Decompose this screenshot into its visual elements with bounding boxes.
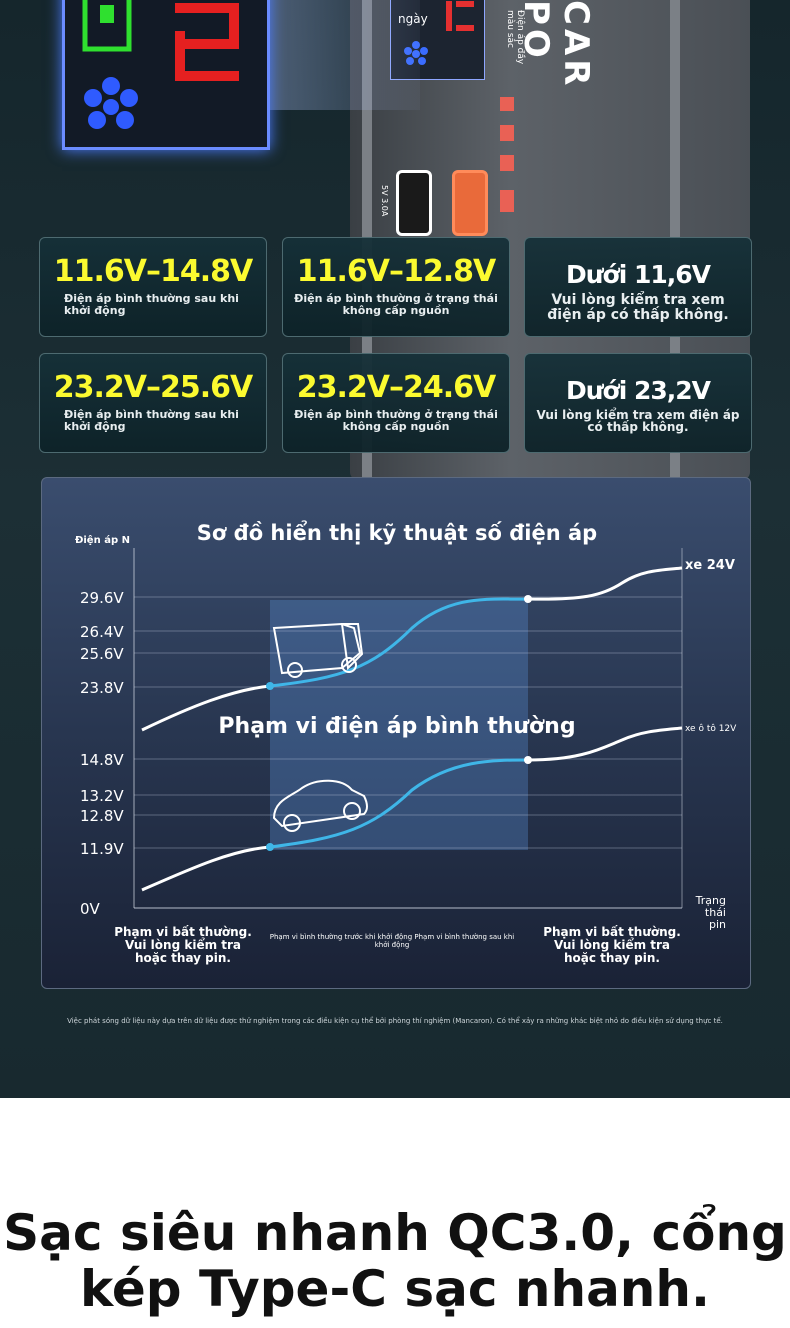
device-brand-text: CAR PO bbox=[516, 0, 596, 90]
main-lcd-screen bbox=[62, 0, 270, 150]
data-point bbox=[266, 682, 274, 690]
y-tick-label: 23.8V bbox=[80, 679, 124, 697]
series-12v-low bbox=[141, 845, 271, 892]
normal-range-label: Phạm vi điện áp bình thường bbox=[218, 714, 575, 739]
spec-box-24v-low: Dưới 23,2V Vui lòng kiểm tra xem điện áp… bbox=[524, 353, 752, 453]
spec-range: 11.6V–12.8V bbox=[296, 254, 496, 289]
y-tick-label: 13.2V bbox=[80, 787, 124, 805]
spec-box-24v-running: 23.2V–25.6V Điện áp bình thường sau khi … bbox=[39, 353, 267, 453]
spec-range: 11.6V–14.8V bbox=[53, 254, 253, 289]
indicator-mark bbox=[500, 190, 514, 212]
headline-line-2: kép Type-C sạc nhanh. bbox=[79, 1260, 710, 1318]
bottom-label-left: Vui lòng kiểm tra bbox=[125, 937, 241, 952]
light-beam bbox=[270, 0, 420, 110]
spec-desc: Điện áp bình thường sau khi khởi động bbox=[64, 408, 239, 433]
small-lcd-screen bbox=[390, 0, 485, 80]
device-side-text: Điện áp đầy màu sắc bbox=[505, 10, 525, 65]
series-label-24v: xe 24V bbox=[685, 558, 735, 573]
data-point bbox=[524, 595, 532, 603]
y-tick-label: 29.6V bbox=[80, 589, 124, 607]
qc-usb-port bbox=[452, 170, 488, 236]
y-axis-label: Điện áp N bbox=[75, 534, 130, 546]
x-axis-label: pin bbox=[709, 918, 726, 931]
y-tick-label: 0V bbox=[80, 900, 101, 918]
series-12v-normal bbox=[269, 758, 529, 849]
truck-icon bbox=[272, 622, 364, 678]
data-point bbox=[524, 756, 532, 764]
y-tick-label: 25.6V bbox=[80, 645, 124, 663]
spec-desc: Điện áp bình thường sau khi khởi động bbox=[64, 292, 239, 317]
spec-desc: Vui lòng kiểm tra xem điện áp có thấp kh… bbox=[547, 292, 729, 323]
voltage-chart-svg: 29.6V 26.4V 25.6V 23.8V 14.8V 13.2V 12.8V 11.9V… bbox=[75, 520, 737, 965]
usb-port bbox=[396, 170, 432, 236]
fan-icon bbox=[84, 77, 138, 129]
indicator-mark bbox=[500, 125, 514, 141]
fan-icon bbox=[404, 41, 428, 65]
spec-range: 23.2V–25.6V bbox=[53, 370, 253, 405]
spec-desc: Vui lòng kiểm tra xem điện áp có thấp kh… bbox=[536, 408, 740, 434]
y-tick-label: 14.8V bbox=[80, 751, 124, 769]
bottom-label-middle: Phạm vi bình thường trước khi khởi động … bbox=[270, 933, 515, 941]
chart-title: Sơ đồ hiển thị kỹ thuật số điện áp bbox=[197, 520, 597, 545]
spec-box-12v-low: Dưới 11,6V Vui lòng kiểm tra xem điện áp… bbox=[524, 237, 752, 337]
hero-section: CAR PO Điện áp đầy màu sắc ngày bbox=[0, 0, 790, 1098]
headline: Sạc siêu nhanh QC3.0, cổng kép Type-C sạ… bbox=[0, 1205, 790, 1317]
y-tick-label: 12.8V bbox=[80, 807, 124, 825]
voltage-chart: 29.6V 26.4V 25.6V 23.8V 14.8V 13.2V 12.8V 11.9V… bbox=[41, 477, 751, 989]
spec-desc: Điện áp bình thường ở trạng thái không c… bbox=[294, 292, 498, 317]
series-24v-normal bbox=[269, 597, 529, 688]
spec-range: 23.2V–24.6V bbox=[296, 370, 496, 405]
bottom-label-left: hoặc thay pin. bbox=[135, 951, 231, 965]
spec-range: Dưới 11,6V bbox=[565, 260, 711, 289]
x-axis-label: thái bbox=[705, 906, 726, 919]
usb-port-label: 5V 3.0A bbox=[380, 185, 389, 217]
spec-box-12v-idle: 11.6V–12.8V Điện áp bình thường ở trạng … bbox=[282, 237, 510, 337]
bottom-label-left: Phạm vi bất thường. bbox=[114, 925, 252, 939]
series-24v-low bbox=[141, 684, 271, 732]
bottom-label-middle: khởi động bbox=[375, 941, 410, 949]
small-lcd-label: ngày bbox=[398, 12, 428, 26]
series-24v-high bbox=[527, 566, 683, 601]
indicator-mark bbox=[500, 155, 514, 171]
bottom-label-right: Vui lòng kiểm tra bbox=[554, 937, 670, 952]
spec-box-12v-running: 11.6V–14.8V Điện áp bình thường sau khi … bbox=[39, 237, 267, 337]
y-tick-label: 26.4V bbox=[80, 623, 124, 641]
data-point bbox=[266, 843, 274, 851]
bottom-label-right: Phạm vi bất thường. bbox=[543, 925, 681, 939]
footnote: Việc phát sóng dữ liệu này dựa trên dữ l… bbox=[67, 1017, 723, 1025]
x-axis-label: Trạng bbox=[695, 894, 726, 907]
car-icon bbox=[272, 779, 368, 832]
indicator-mark bbox=[500, 97, 514, 111]
series-label-12v: xe ô tô 12V bbox=[685, 723, 737, 734]
y-tick-label: 11.9V bbox=[80, 840, 124, 858]
spec-range: Dưới 23,2V bbox=[565, 376, 711, 405]
spec-desc: Điện áp bình thường ở trạng thái không c… bbox=[294, 408, 498, 433]
spec-box-24v-idle: 23.2V–24.6V Điện áp bình thường ở trạng … bbox=[282, 353, 510, 453]
headline-line-1: Sạc siêu nhanh QC3.0, cổng bbox=[3, 1204, 787, 1262]
bottom-label-right: hoặc thay pin. bbox=[564, 951, 660, 965]
series-12v-high bbox=[527, 726, 683, 762]
